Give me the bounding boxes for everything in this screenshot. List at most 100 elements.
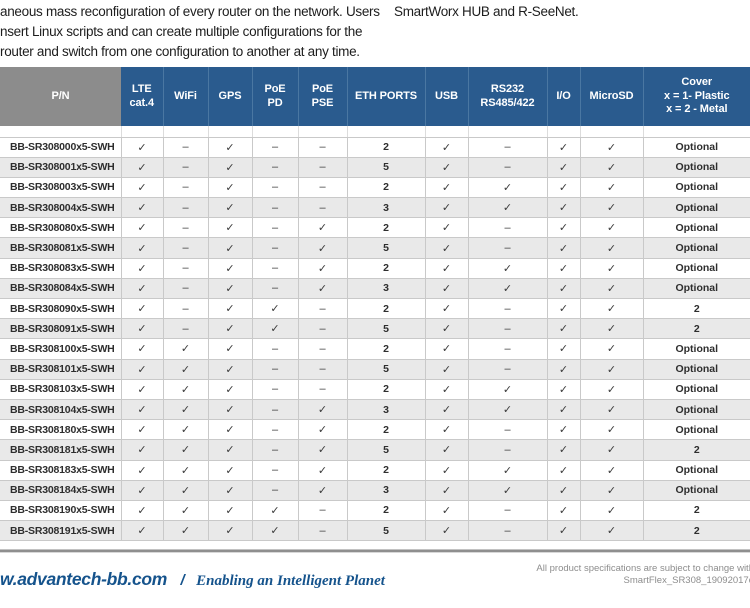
check-icon: ✓ [208,278,253,300]
value-cell: 3 [347,197,426,219]
part-number-cell: BB-SR308104x5-SWH [0,399,122,421]
col-header-lte: LTE cat.4 [121,67,163,126]
col-header-rs232: RS232 RS485/422 [467,67,547,126]
dash-mark: – [468,157,548,178]
check-icon: ✓ [468,197,548,219]
dash-mark: – [163,217,209,239]
check-icon: ✓ [121,237,164,259]
check-icon: ✓ [121,480,164,501]
check-icon: ✓ [298,399,348,421]
table-row: BB-SR308003x5-SWH ✓ – ✓ – –2 ✓ ✓ ✓ ✓ Optional [0,177,750,199]
footer-separator: / [180,572,185,589]
footer-brand: w.advantech-bb.com / Enabling an Intelli… [0,569,385,590]
dash-mark: – [252,278,299,300]
value-cell: 2 [347,137,426,158]
check-icon: ✓ [425,318,469,340]
check-icon: ✓ [121,520,164,542]
part-number-cell: BB-SR308090x5-SWH [0,298,122,320]
check-icon: ✓ [547,137,581,158]
dash-mark: – [163,298,209,320]
footer-note: All product specifications are subject t… [536,563,750,586]
dash-mark: – [468,237,548,259]
part-number-cell: BB-SR308184x5-SWH [0,480,122,501]
value-cell: Optional [643,157,750,178]
check-icon: ✓ [580,500,644,522]
footer-divider [0,549,750,553]
value-cell: 2 [347,338,426,360]
check-icon: ✓ [208,157,253,178]
dash-mark: – [252,460,299,481]
check-icon: ✓ [580,177,644,199]
value-cell: 2 [643,298,750,320]
check-icon: ✓ [163,520,209,542]
check-icon: ✓ [425,298,469,320]
dash-mark: – [298,379,348,400]
table-row: BB-SR308181x5-SWH ✓ ✓ ✓ – ✓ 5 ✓ – ✓ ✓ 2 [0,439,750,461]
check-icon: ✓ [298,439,348,461]
table-row: BB-SR308083x5-SWH ✓ – ✓ – ✓ 2 ✓ ✓ ✓ ✓ Optional [0,258,750,279]
dash-mark: – [163,318,209,340]
dash-mark: – [252,157,299,178]
value-cell: 5 [347,359,426,380]
value-cell: 5 [347,237,426,259]
check-icon: ✓ [121,379,164,400]
table-header-row: P/N LTE cat.4 WiFi GPS PoE PD PoE PSE ET… [0,67,750,126]
intro-right-line: SmartWorx HUB and R-SeeNet. [394,4,579,19]
dash-mark: – [298,177,348,199]
check-icon: ✓ [252,298,299,320]
check-icon: ✓ [580,359,644,380]
part-number-cell: BB-SR308180x5-SWH [0,419,122,441]
value-cell: 5 [347,520,426,542]
spacer-cell [163,126,209,138]
check-icon: ✓ [425,197,469,219]
part-number-cell: BB-SR308084x5-SWH [0,278,122,300]
check-icon: ✓ [580,460,644,481]
dash-mark: – [252,480,299,501]
col-header-poe-pd: PoE PD [251,67,298,126]
intro-line-3: router and switch from one configuration… [0,44,360,59]
check-icon: ✓ [208,217,253,239]
table-row: BB-SR308091x5-SWH ✓ – ✓ ✓ –5 ✓ – ✓ ✓ 2 [0,318,750,340]
spacer-cell [121,126,164,138]
table-row: BB-SR308184x5-SWH ✓ ✓ ✓ – ✓ 3 ✓ ✓ ✓ ✓ Optional [0,480,750,501]
intro-line-1: aneous mass reconfiguration of every rou… [0,4,380,19]
col-header-io: I/O [546,67,580,126]
check-icon: ✓ [580,399,644,421]
dash-mark: – [298,318,348,340]
check-icon: ✓ [121,177,164,199]
part-number-cell: BB-SR308001x5-SWH [0,157,122,178]
check-icon: ✓ [208,379,253,400]
check-icon: ✓ [252,318,299,340]
spacer-cell [0,126,122,138]
table-body: BB-SR308000x5-SWH ✓ – ✓ – –2 ✓ – ✓ ✓ Optional BB-SR… [0,137,750,542]
check-icon: ✓ [425,480,469,501]
check-icon: ✓ [425,217,469,239]
value-cell: Optional [643,217,750,239]
dash-mark: – [252,399,299,421]
check-icon: ✓ [208,177,253,199]
dash-mark: – [163,237,209,259]
check-icon: ✓ [468,480,548,501]
table-row: BB-SR308183x5-SWH ✓ ✓ ✓ – ✓ 2 ✓ ✓ ✓ ✓ Optional [0,460,750,481]
check-icon: ✓ [425,419,469,441]
value-cell: Optional [643,338,750,360]
part-number-cell: BB-SR308091x5-SWH [0,318,122,340]
value-cell: 3 [347,399,426,421]
spacer-cell [425,126,469,138]
value-cell: 2 [347,258,426,279]
check-icon: ✓ [580,157,644,178]
value-cell: 2 [347,379,426,400]
check-icon: ✓ [580,298,644,320]
check-icon: ✓ [208,500,253,522]
dash-mark: – [163,258,209,279]
check-icon: ✓ [298,278,348,300]
value-cell: Optional [643,137,750,158]
part-number-cell: BB-SR308080x5-SWH [0,217,122,239]
check-icon: ✓ [252,500,299,522]
table-row: BB-SR308191x5-SWH ✓ ✓ ✓ ✓ –5 ✓ – ✓ ✓ 2 [0,520,750,542]
check-icon: ✓ [163,460,209,481]
dash-mark: – [163,137,209,158]
check-icon: ✓ [468,258,548,279]
dash-mark: – [468,520,548,542]
